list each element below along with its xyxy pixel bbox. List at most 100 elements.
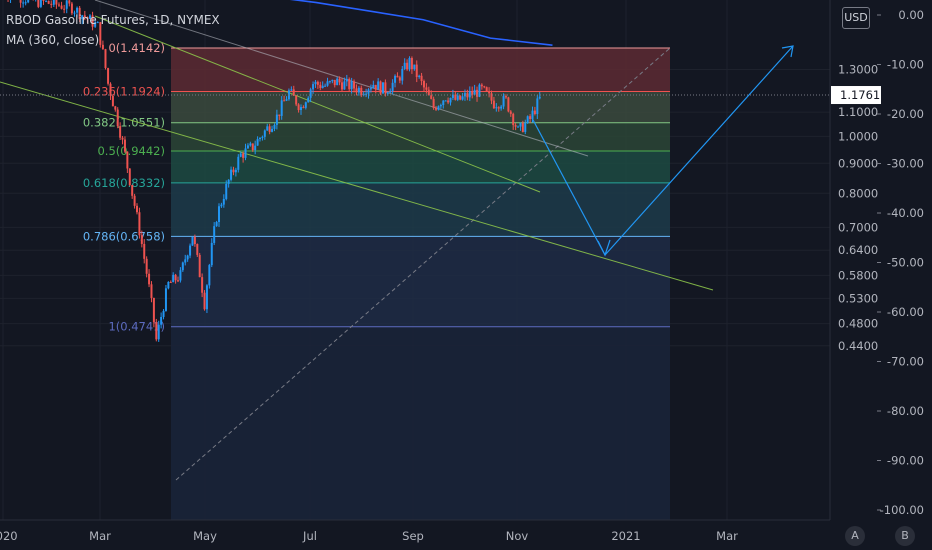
candle [225,180,228,201]
candle-body [295,95,298,105]
candle-body [533,110,536,115]
candle [437,105,440,111]
candle [32,0,34,1]
candle-body [365,93,368,95]
candle-body [353,81,356,89]
candle [83,10,86,21]
candle-body [193,236,196,244]
candle [96,21,99,24]
candle [220,202,223,208]
candle-body [336,78,339,86]
candle-body [184,259,187,263]
candle [384,79,387,97]
log-scale-button[interactable]: B [895,526,915,546]
candle [42,0,45,5]
candle-body [283,100,286,102]
candle [104,48,107,70]
candle [35,0,37,2]
candle-body [213,226,216,243]
candle [401,66,404,85]
candle [261,135,264,141]
last-price-box [831,86,881,105]
candle [109,82,112,100]
candle [314,80,317,88]
candle [367,88,370,99]
symbol-title[interactable]: RBOD Gasoline Futures, 1D, NYMEX [6,13,220,27]
candle-body [471,90,474,95]
candle [179,267,182,283]
candle [116,107,119,129]
candle-body [167,282,170,289]
candle-body [101,44,104,50]
currency-button[interactable]: USD [842,7,870,29]
candle-body [357,87,360,93]
candle [485,86,488,92]
candle-body [422,81,425,88]
candle-body [435,107,438,110]
candle-body [529,116,532,120]
last-price-marker: 1.1761 [831,86,881,105]
candle [391,79,394,95]
candle-body [292,89,295,96]
candle [439,103,442,109]
candle [435,106,438,112]
candle [444,100,447,102]
candle-body [521,122,524,132]
candle [502,93,505,110]
candle [239,151,242,158]
candle [406,59,409,71]
candle [37,0,40,9]
fibonacci-retracement: 0(1.4142) 0.236(1.1924) 0.382(1.0551) 0.5(0… [83,41,670,520]
candle-body [45,0,48,2]
candle-body [210,242,213,266]
candle-body [278,114,281,116]
candle [295,95,298,107]
fib-level-label: 0.786(0.6758) [83,229,165,243]
candle-body [275,114,278,125]
candle [169,280,172,284]
candle-body [152,297,155,323]
candle [369,84,372,93]
candle [273,123,276,132]
candle-body [86,17,89,19]
candle-body [367,89,370,94]
candle-body [512,113,515,126]
candle-body [91,15,94,27]
percent-tick-label: -50.00 [887,256,924,270]
auto-scale-button[interactable]: A [845,526,865,546]
candle [119,122,122,141]
time-tick-label: Sep [402,529,424,543]
candle [526,115,529,124]
candle-body [268,126,271,132]
candle [442,100,445,109]
candle-body [225,183,228,199]
candle [266,123,269,131]
candle-body [490,93,493,101]
candle-body [186,255,189,260]
candle-body [369,88,372,90]
fib-zone-extension [171,326,670,520]
candle [408,56,411,72]
candle-body [47,0,50,4]
candle [65,0,68,14]
candle [309,87,312,103]
time-tick-label: Mar [716,529,738,543]
candle [39,0,42,9]
candle [7,0,9,3]
candle-body [321,85,324,88]
candle [213,222,216,246]
candle [121,135,124,145]
candle-body [76,7,79,13]
price-tick-label: 0.4800 [838,317,878,331]
time-tick-label: 2021 [611,529,640,543]
ma-indicator-label[interactable]: MA (360, close) [6,33,100,47]
candle [138,207,141,239]
candle-body [509,111,512,114]
candle [249,141,252,147]
candle [94,17,97,28]
trend-line-lower [0,81,714,291]
time-tick-label: Mar [89,529,111,543]
candle-body [169,282,172,284]
candle [461,93,464,101]
